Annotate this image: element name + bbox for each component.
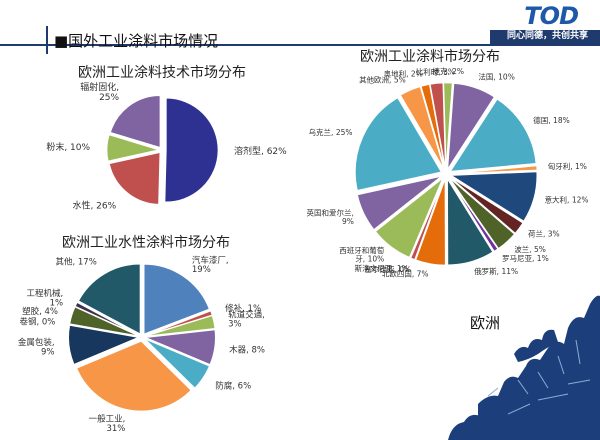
pie-label-汽车漆厂: 汽车漆厂, 19% — [192, 254, 229, 274]
pie-chart-waterborne: 汽车漆厂, 19% 修补, 1%轨道交通, 3% 木器, 8% 防腐, 6% 一般工业, 31… — [18, 254, 265, 433]
pie-slice-乌克兰 — [354, 97, 443, 192]
pie-slice-斯洛文尼亚 — [410, 178, 445, 261]
pie-chart-technology: 溶剂型, 62% 水性, 26% 粉末, 10% 辐射固化, 25% — [46, 81, 287, 211]
chart-title-technology: 欧洲工业涂料技术市场分布 — [78, 65, 246, 81]
pie-label-塞尔维亚: 塞尔维亚, 0% — [365, 264, 412, 274]
pie-label-斯洛文尼亚: 斯洛文尼亚, 1% — [355, 263, 409, 273]
pie-label-西班牙和葡萄牙: 西班牙和葡萄牙, 10% — [339, 245, 384, 263]
pie-slice-汽车漆厂 — [143, 263, 211, 335]
pie-label-其他: 其他, 17% — [55, 256, 96, 267]
pie-slice-荷兰 — [449, 176, 524, 235]
pie-label-匈牙利: 匈牙利, 1% — [548, 161, 587, 171]
pie-label-意大利: 意大利, 12% — [545, 194, 589, 204]
brand-logo: TOD — [524, 2, 579, 30]
pie-label-一般工业: 一般工业, 31% — [89, 413, 126, 433]
pie-label-比利时: 比利时, 3% — [416, 67, 455, 77]
pie-slice-匈牙利 — [451, 165, 538, 175]
pie-label-卷钢: 卷钢, 0% — [19, 316, 55, 327]
pie-slice-工程机械 — [74, 301, 140, 336]
pie-slice-英国和爱尔兰 — [356, 175, 442, 231]
pie-slice-轨道交通 — [145, 314, 216, 337]
pie-slice-粉末 — [106, 134, 161, 162]
pie-slice-一般工业 — [75, 340, 192, 412]
pie-slice-法国 — [447, 82, 496, 170]
pie-slice-比利时 — [429, 82, 446, 169]
pie-slice-防腐 — [144, 338, 211, 389]
pie-slice-水性 — [108, 151, 161, 205]
pie-label-英国和爱尔兰: 英国和爱尔兰, 9% — [306, 208, 353, 226]
pie-label-水性: 水性, 26% — [72, 199, 116, 211]
chart-title-country: 欧洲工业涂料市场分布 — [360, 49, 500, 65]
pie-label-金属包装: 金属包装, 9% — [18, 337, 55, 357]
pie-label-荷兰: 荷兰, 3% — [528, 229, 560, 239]
pie-label-奥地利: 奥地利, 2% — [384, 69, 423, 79]
europe-map-image: 欧洲 — [418, 284, 600, 440]
pie-slice-木器 — [143, 329, 216, 366]
title-accent-bar — [46, 26, 48, 54]
chart-title-waterborne: 欧洲工业水性涂料市场分布 — [62, 235, 230, 251]
pie-slice-塑胶 — [69, 306, 139, 337]
pie-slice-波兰 — [449, 177, 516, 250]
page-title: ■国外工业涂料市场情况 — [54, 32, 219, 50]
pie-slice-俄罗斯 — [446, 177, 494, 266]
pie-slice-其他 — [77, 263, 141, 335]
pie-slice-意大利 — [449, 171, 538, 222]
pie-label-防腐: 防腐, 6% — [215, 380, 251, 391]
pie-label-北欧四国: 北欧四国, 7% — [382, 268, 429, 278]
header-rule — [0, 44, 600, 46]
pie-slice-金属包装 — [68, 324, 141, 366]
pie-label-工程机械: 工程机械, 1% — [26, 288, 63, 308]
pie-label-罗马尼亚: 罗马尼亚, 1% — [502, 254, 549, 263]
pie-chart-country: 奥地利, 2%比利时, 3%捷克, 2% 法国, 10% 德国, 18% 匈牙利, 1… — [306, 66, 589, 278]
pie-label-塑胶: 塑胶, 4% — [22, 305, 58, 316]
pie-label-乌克兰: 乌克兰, 25% — [309, 127, 353, 137]
pie-slice-其他欧洲 — [399, 85, 445, 170]
header-corner-shape — [490, 30, 600, 44]
pie-label-溶剂型: 溶剂型, 62% — [234, 144, 287, 156]
pie-slice-辐射固化 — [109, 94, 161, 149]
pie-label-法国: 法国, 10% — [478, 71, 514, 81]
pie-label-德国: 德国, 18% — [533, 115, 569, 125]
pie-slice-奥地利 — [420, 83, 446, 170]
pie-slice-罗马尼亚 — [448, 178, 499, 253]
pie-slice-捷克 — [443, 82, 453, 169]
pie-label-波兰: 波兰, 5% — [514, 244, 546, 254]
region-label: 欧洲 — [470, 314, 500, 332]
pie-label-辐射固化: 辐射固化, 25% — [80, 81, 119, 103]
pie-slice-德国 — [449, 98, 537, 172]
brand-slogan: 同心同德，共创共享 — [506, 31, 588, 41]
pie-slice-西班牙和葡萄牙 — [374, 177, 444, 259]
pie-label-木器: 木器, 8% — [229, 344, 265, 355]
pie-slice-北欧四国 — [415, 178, 446, 266]
pie-label-俄罗斯: 俄罗斯, 11% — [474, 266, 518, 276]
pie-label-其他欧洲: 其他欧洲, 5% — [359, 74, 406, 84]
pie-slice-溶剂型 — [164, 97, 219, 203]
pie-label-粉末: 粉末, 10% — [46, 141, 90, 153]
pie-label-轨道交通: 轨道交通, 3% — [228, 309, 265, 329]
pie-label-修补: 修补, 1% — [225, 303, 261, 314]
pie-label-捷克: 捷克, 2% — [432, 66, 464, 76]
